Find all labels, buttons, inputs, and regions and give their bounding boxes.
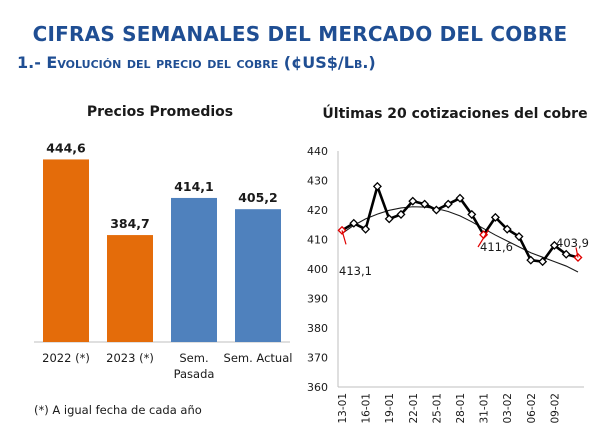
price-point-3 — [372, 181, 382, 191]
x-tick-label-31-01: 31-01 — [479, 393, 491, 424]
price-point-9 — [443, 199, 453, 209]
bar-category-label-2-0: Sem. — [179, 351, 208, 365]
x-tick-label-28-01: 28-01 — [455, 393, 467, 424]
bar-0 — [43, 159, 89, 342]
y-tick-label-430: 430 — [307, 175, 328, 188]
annotation-label-1: 411,6 — [480, 240, 513, 254]
main-title: CIFRAS SEMANALES DEL MERCADO DEL COBRE — [32, 22, 568, 46]
y-tick-label-370: 370 — [307, 352, 328, 365]
price-point-10 — [455, 193, 465, 203]
price-point-7 — [420, 199, 430, 209]
bar-category-label-0: 2022 (*) — [42, 351, 90, 365]
x-tick-label-13-01: 13-01 — [337, 393, 349, 424]
x-tick-label-16-01: 16-01 — [361, 393, 373, 424]
y-tick-label-380: 380 — [307, 322, 328, 335]
x-tick-label-25-01: 25-01 — [431, 393, 443, 424]
annotation-label-0: 413,1 — [339, 264, 372, 278]
x-tick-label-03-02: 03-02 — [502, 393, 514, 424]
y-tick-label-390: 390 — [307, 293, 328, 306]
price-point-11 — [467, 209, 477, 219]
price-point-15 — [514, 232, 524, 242]
bar-2 — [171, 197, 217, 342]
line-chart-title: Últimas 20 cotizaciones del cobre — [322, 106, 588, 122]
price-point-18 — [549, 240, 559, 250]
y-tick-label-410: 410 — [307, 234, 328, 247]
y-tick-label-360: 360 — [307, 381, 328, 394]
bar-category-label-1: 2023 (*) — [106, 351, 154, 365]
price-point-16 — [526, 255, 536, 265]
price-point-19 — [561, 249, 571, 259]
bar-chart-title: Precios Promedios — [86, 104, 234, 120]
x-tick-label-06-02: 06-02 — [526, 393, 538, 424]
price-point-13 — [490, 212, 500, 222]
trend-line — [341, 206, 579, 273]
footnote: (*) A igual fecha de cada año — [34, 403, 202, 417]
price-point-2 — [361, 224, 371, 234]
price-point-4 — [384, 214, 394, 224]
x-tick-label-19-01: 19-01 — [384, 393, 396, 424]
x-tick-label-09-02: 09-02 — [549, 393, 561, 424]
price-point-8 — [431, 205, 441, 215]
section-subtitle: 1.- Evolución del precio del cobre (¢US$… — [17, 53, 376, 72]
bar-value-label-2: 414,1 — [174, 179, 214, 194]
bar-1 — [107, 235, 153, 342]
price-point-14 — [502, 224, 512, 234]
y-tick-label-440: 440 — [307, 145, 328, 158]
bar-value-label-0: 444,6 — [46, 140, 86, 155]
annotation-arrow-2 — [575, 247, 579, 258]
price-point-17 — [538, 257, 548, 267]
price-point-1 — [349, 218, 359, 228]
bar-value-label-1: 384,7 — [110, 216, 150, 231]
bar-value-label-3: 405,2 — [238, 190, 278, 205]
bar-category-label-3: Sem. Actual — [224, 351, 293, 365]
bar-3 — [235, 209, 281, 342]
y-tick-label-400: 400 — [307, 263, 328, 276]
annotation-arrow-1 — [477, 229, 490, 248]
bar-category-label-2-1: Pasada — [174, 367, 215, 381]
price-point-6 — [408, 196, 418, 206]
x-tick-label-22-01: 22-01 — [408, 393, 420, 424]
price-point-5 — [396, 209, 406, 219]
annotation-arrow-0 — [341, 230, 347, 245]
y-tick-label-420: 420 — [307, 204, 328, 217]
annotation-label-2: 403,9 — [556, 236, 589, 250]
